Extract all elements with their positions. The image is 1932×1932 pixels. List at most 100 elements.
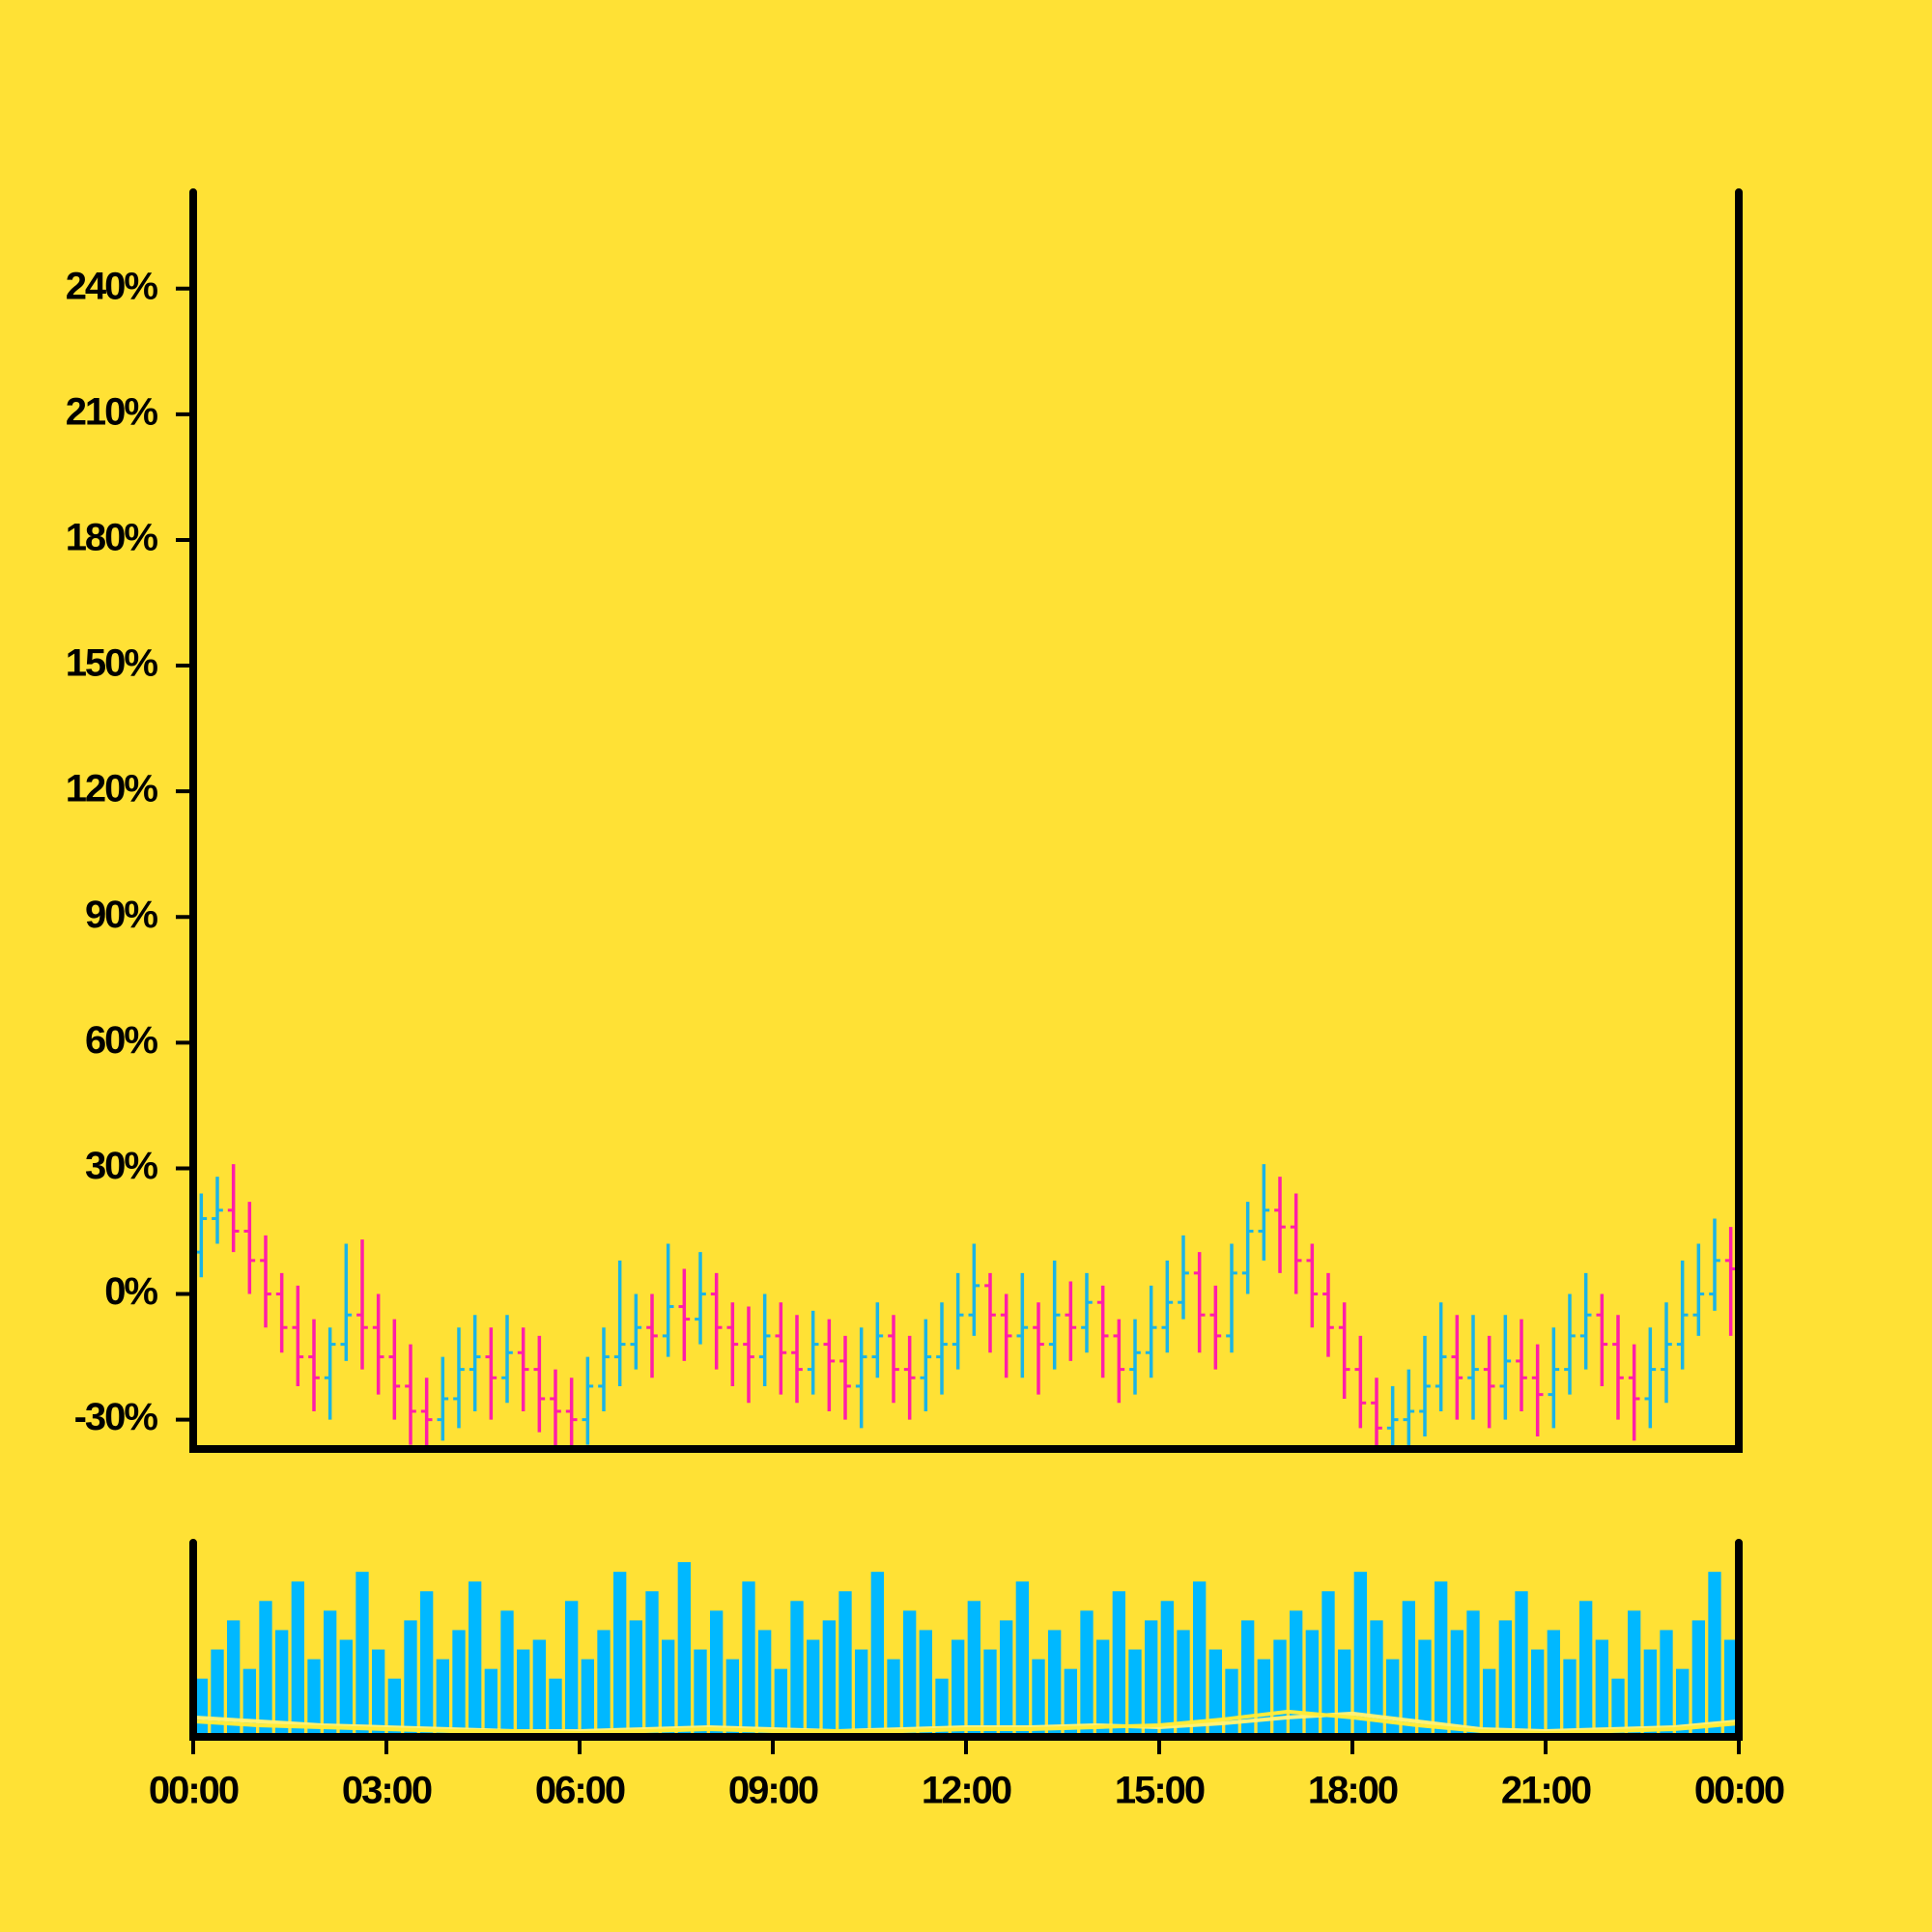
volume-bar [1208, 1649, 1222, 1737]
y-tick-label: 240% [66, 265, 158, 307]
volume-bar [1080, 1610, 1094, 1737]
y-tick-label: 30% [85, 1145, 157, 1187]
volume-bar [645, 1591, 659, 1737]
y-tick-label: 180% [66, 517, 158, 559]
volume-bar [1435, 1581, 1448, 1737]
volume-bar [1177, 1630, 1190, 1737]
volume-bar [1547, 1630, 1560, 1737]
volume-bar [870, 1572, 884, 1737]
volume-bar [725, 1659, 739, 1737]
volume-bar [291, 1581, 304, 1737]
y-tick-label: -30% [74, 1396, 158, 1438]
volume-bar [1305, 1630, 1319, 1737]
x-tick-label: 21:00 [1501, 1770, 1591, 1812]
volume-bar [1370, 1620, 1383, 1737]
volume-bar [967, 1601, 980, 1737]
volume-bar [677, 1562, 691, 1737]
x-tick-label: 00:00 [1694, 1770, 1784, 1812]
volume-bar [983, 1649, 997, 1737]
volume-bar [1193, 1581, 1207, 1737]
x-tick-label: 00:00 [149, 1770, 239, 1812]
volume-bar [903, 1610, 917, 1737]
volume-bar [1450, 1630, 1463, 1737]
volume-bar [1160, 1601, 1174, 1737]
volume-bar [662, 1639, 675, 1737]
volume-bar [1466, 1610, 1480, 1737]
volume-bar [275, 1630, 289, 1737]
volume-bar [1321, 1591, 1335, 1737]
volume-bar [372, 1649, 385, 1737]
volume-bar [952, 1639, 965, 1737]
volume-bar [710, 1610, 724, 1737]
volume-bar [565, 1601, 579, 1737]
y-tick-label: 90% [85, 894, 157, 936]
price-plot [195, 1164, 1737, 1449]
volume-bar [597, 1630, 611, 1737]
y-tick-label: 210% [66, 390, 158, 433]
volume-bar [1353, 1572, 1367, 1737]
volume-bar [1563, 1659, 1577, 1737]
volume-bar [532, 1639, 546, 1737]
volume-bar [1290, 1610, 1303, 1737]
volume-bar [469, 1581, 482, 1737]
volume-bar [1048, 1630, 1062, 1737]
volume-bar [1064, 1668, 1077, 1737]
volume-bar [1273, 1639, 1287, 1737]
volume-bar [887, 1659, 900, 1737]
volume-bar [855, 1649, 868, 1737]
volume-bar [387, 1678, 401, 1737]
volume-bar [1032, 1659, 1045, 1737]
volume-bar [259, 1601, 272, 1737]
x-tick-label: 15:00 [1115, 1770, 1205, 1812]
volume-bar [1096, 1639, 1110, 1737]
volume-bar [758, 1630, 772, 1737]
volume-bar [1000, 1620, 1013, 1737]
x-tick-label: 03:00 [342, 1770, 432, 1812]
volume-bar [549, 1678, 562, 1737]
volume-bar [1611, 1678, 1625, 1737]
volume-bar [404, 1620, 417, 1737]
volume-bar [1515, 1591, 1528, 1737]
volume-plot [193, 1562, 1739, 1737]
volume-bar [1241, 1620, 1255, 1737]
volume-bar [1676, 1668, 1690, 1737]
x-tick-label: 12:00 [922, 1770, 1011, 1812]
volume-bar [807, 1639, 820, 1737]
volume-bar [838, 1591, 852, 1737]
volume-bar [1579, 1601, 1593, 1737]
volume-bar [774, 1668, 787, 1737]
volume-line [193, 1711, 1739, 1733]
x-tick-label: 09:00 [728, 1770, 818, 1812]
volume-bar [1643, 1649, 1657, 1737]
volume-bar [1338, 1649, 1351, 1737]
volume-bar [1531, 1649, 1545, 1737]
volume-bar [227, 1620, 241, 1737]
volume-bar [581, 1659, 594, 1737]
volume-bar [1708, 1572, 1721, 1737]
volume-bar [935, 1678, 949, 1737]
x-tick-label: 06:00 [535, 1770, 625, 1812]
volume-bar [517, 1649, 530, 1737]
volume-bar [790, 1601, 804, 1737]
volume-bar [1257, 1659, 1270, 1737]
volume-bar [1418, 1639, 1432, 1737]
volume-bar [613, 1572, 627, 1737]
volume-bar [420, 1591, 434, 1737]
volume-bar [742, 1581, 755, 1737]
volume-bar [629, 1620, 642, 1737]
volume-bar [339, 1639, 353, 1737]
volume-bar [1145, 1620, 1158, 1737]
volume-bar [1724, 1639, 1738, 1737]
volume-bar [1660, 1630, 1673, 1737]
y-tick-label: 60% [85, 1019, 157, 1062]
volume-bar [1112, 1591, 1125, 1737]
x-tick-label: 18:00 [1308, 1770, 1398, 1812]
volume-bar [500, 1610, 514, 1737]
volume-bar [1595, 1639, 1608, 1737]
volume-bar [355, 1572, 369, 1737]
volume-bar [1128, 1649, 1142, 1737]
volume-bar [1483, 1668, 1496, 1737]
volume-bar [1402, 1601, 1415, 1737]
volume-line [193, 1709, 1739, 1735]
